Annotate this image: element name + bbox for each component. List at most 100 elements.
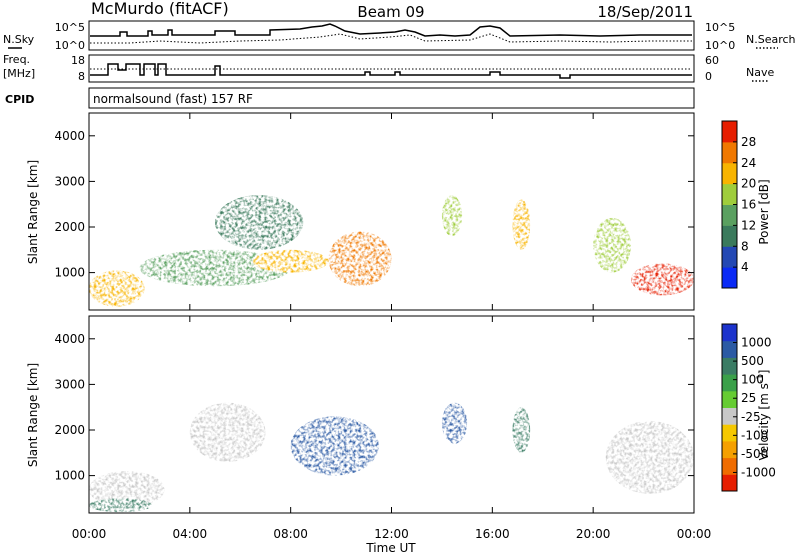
power-colorbar-tick-label: 28 <box>741 135 756 149</box>
velocity-echo-region <box>441 402 468 444</box>
power-colorbar-swatch <box>722 267 737 289</box>
nsky-tick-top: 10^5 <box>55 21 85 34</box>
nsky-tick-bottom: 10^0 <box>55 39 85 52</box>
velocity-colorbar-tick-label: 100 <box>741 373 764 387</box>
x-tick-label: 04:00 <box>173 527 208 541</box>
freq-line <box>90 63 692 79</box>
power-colorbar-tick-label: 24 <box>741 156 756 170</box>
x-tick-label: 00:00 <box>72 527 107 541</box>
velocity-echo-region <box>89 498 153 513</box>
velocity-colorbar-swatch <box>722 340 737 358</box>
nave-tick-top: 60 <box>705 54 719 67</box>
x-tick-label: 00:00 <box>677 527 712 541</box>
power-echo-region <box>328 231 392 287</box>
power-colorbar-tick-label: 8 <box>741 239 749 253</box>
power-y-tick-label: 1000 <box>54 266 85 280</box>
freq-label: Freq. <box>3 53 30 66</box>
velocity-echo-region <box>89 471 165 508</box>
power-colorbar-tick-label: 16 <box>741 198 756 212</box>
cpid-label: CPID <box>5 93 34 106</box>
power-colorbar: 28 24 20 16 12 8 4 <box>721 120 756 289</box>
velocity-colorbar-swatch <box>722 457 737 475</box>
cpid-value: normalsound (fast) 157 RF <box>93 92 253 106</box>
velocity-colorbar-tick-label: 1000 <box>741 336 772 350</box>
cpid-panel-frame <box>88 87 695 109</box>
power-colorbar-swatch <box>722 121 737 143</box>
power-y-tick-label: 3000 <box>54 174 85 188</box>
freq-tick-top: 18 <box>71 54 85 67</box>
power-echo-region <box>252 249 329 273</box>
velocity-colorbar-tick-label: -100 <box>741 428 768 442</box>
freq-unit-label: [MHz] <box>3 67 35 80</box>
velocity-colorbar-swatch <box>722 374 737 392</box>
power-colorbar-swatch <box>722 225 737 247</box>
power-y-tick-label: 4000 <box>54 129 85 143</box>
velocity-y-tick-label: 1000 <box>54 469 85 483</box>
date-title: 18/Sep/2011 <box>597 3 693 21</box>
power-y-axis-label: Slant Range [km] <box>26 160 40 264</box>
power-echo-region <box>139 249 291 287</box>
velocity-echo-region <box>189 402 266 462</box>
power-echo-region <box>512 199 531 250</box>
x-tick-labels: 00:00 04:00 08:00 12:00 16:00 20:00 00:00 <box>72 527 712 541</box>
velocity-colorbar-label: Velocity [m s-1] <box>756 370 771 461</box>
velocity-y-tick-label: 4000 <box>54 332 85 346</box>
nave-tick-bottom: 0 <box>705 70 712 83</box>
velocity-colorbar: 1000 500 100 25 -25 -100 -500 -1000 <box>721 323 776 492</box>
x-axis-label: Time UT <box>365 541 416 554</box>
beam-title: Beam 09 <box>357 3 424 21</box>
nsearch-tick-bottom: 10^0 <box>705 39 735 52</box>
velocity-colorbar-swatch <box>722 474 737 492</box>
velocity-colorbar-tick-label: 500 <box>741 354 764 368</box>
nsearch-label: N.Search <box>746 33 796 46</box>
x-tick-label: 12:00 <box>374 527 409 541</box>
power-axis: 1000 2000 3000 4000 <box>54 113 695 310</box>
velocity-colorbar-swatch <box>722 440 737 459</box>
nsky-label: N.Sky <box>3 33 35 46</box>
velocity-echo-region <box>512 407 531 453</box>
velocity-heatmap <box>89 402 694 513</box>
velocity-colorbar-tick-label: 25 <box>741 391 756 405</box>
velocity-y-tick-label: 2000 <box>54 423 85 437</box>
power-heatmap <box>89 195 694 307</box>
nsky-line <box>90 23 692 37</box>
power-echo-region <box>441 195 463 237</box>
power-colorbar-swatch <box>722 141 737 164</box>
velocity-colorbar-swatch <box>722 407 737 425</box>
velocity-colorbar-frame <box>721 323 738 492</box>
velocity-y-axis-label: Slant Range [km] <box>26 363 40 467</box>
velocity-echo-region <box>290 416 379 476</box>
velocity-y-tick-label: 3000 <box>54 377 85 391</box>
x-tick-label: 20:00 <box>576 527 611 541</box>
velocity-colorbar-swatch <box>722 324 737 342</box>
power-echo-region <box>89 270 145 307</box>
power-y-tick-label: 2000 <box>54 220 85 234</box>
power-colorbar-swatch <box>722 246 737 268</box>
power-colorbar-swatch <box>722 204 737 226</box>
nave-label: Nave <box>746 66 774 79</box>
velocity-colorbar-swatch <box>722 390 737 408</box>
power-echo-region <box>215 195 304 250</box>
velocity-panel-frame <box>88 315 695 514</box>
power-colorbar-tick-label: 12 <box>741 218 756 232</box>
nsearch-tick-top: 10^5 <box>705 21 735 34</box>
velocity-axis: 1000 2000 3000 4000 <box>54 316 695 513</box>
power-echo-region <box>593 217 631 273</box>
velocity-colorbar-swatch <box>722 424 737 442</box>
velocity-colorbar-swatch <box>722 357 737 375</box>
power-colorbar-swatch <box>722 183 737 205</box>
freq-panel-frame <box>88 54 695 83</box>
velocity-colorbar-tick-label: -500 <box>741 447 768 461</box>
velocity-colorbar-tick-label: -1000 <box>741 465 776 479</box>
x-tick-label: 08:00 <box>273 527 308 541</box>
power-colorbar-label: Power [dB] <box>757 179 771 244</box>
nsearch-line <box>90 33 692 44</box>
power-echo-region <box>630 263 694 296</box>
velocity-colorbar-tick-label: -25 <box>741 410 761 424</box>
power-colorbar-swatch <box>722 162 737 185</box>
velocity-echo-region <box>605 420 694 494</box>
power-colorbar-tick-label: 4 <box>741 260 749 274</box>
power-colorbar-tick-label: 20 <box>741 177 756 191</box>
